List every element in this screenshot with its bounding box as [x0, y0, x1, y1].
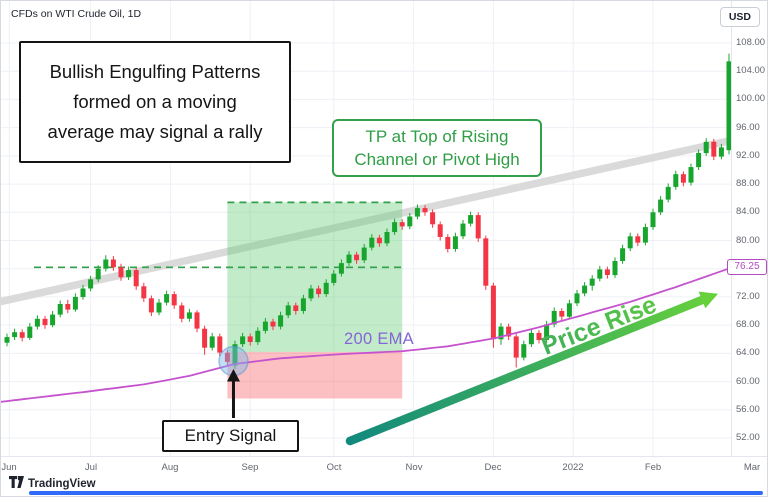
bullish-note-line: Bullish Engulfing Patterns	[49, 61, 261, 82]
tradingview-logo-text: TradingView	[28, 478, 96, 490]
price-tick: 108.00	[736, 37, 766, 48]
currency-button[interactable]: USD	[719, 7, 760, 27]
price-tick: 60.00	[736, 376, 760, 387]
timeline-scrollbar[interactable]	[29, 491, 763, 495]
time-tick: Mar	[743, 462, 761, 473]
price-tick: 88.00	[736, 178, 760, 189]
price-tick: 92.00	[736, 150, 760, 161]
price-tick: 64.00	[736, 347, 760, 358]
price-tick: 84.00	[736, 206, 760, 217]
symbol-title[interactable]: CFDs on WTI Crude Oil, 1D	[11, 8, 142, 20]
ema-line-label: 200 EMA	[344, 330, 414, 348]
time-tick: Jul	[84, 462, 98, 473]
bullish-note-line: formed on a moving	[73, 91, 237, 112]
tradingview-logo-icon	[9, 475, 24, 493]
time-tick: 2022	[562, 462, 584, 473]
price-tick: 68.00	[736, 319, 760, 330]
time-tick: Feb	[644, 462, 662, 473]
ema-price-tag: 76.25	[727, 259, 767, 275]
price-tick: 100.00	[736, 93, 766, 104]
time-tick: Dec	[484, 462, 502, 473]
price-tick: 80.00	[736, 235, 760, 246]
time-tick: Sep	[241, 462, 259, 473]
time-tick: Jun	[1, 462, 17, 473]
tp-note-box[interactable]: TP at Top of Rising Channel or Pivot Hig…	[332, 119, 542, 177]
bullish-note-box[interactable]: Bullish Engulfing Patterns formed on a m…	[19, 41, 291, 163]
price-axis[interactable]: 108.00 104.00 100.00 96.00 92.00 88.00 84.00 80…	[731, 1, 767, 456]
tradingview-attribution[interactable]: TradingView	[9, 475, 96, 493]
price-tick: 104.00	[736, 65, 766, 76]
time-tick: Aug	[161, 462, 179, 473]
time-tick: Oct	[326, 462, 342, 473]
time-axis[interactable]: Jun Jul Aug Sep Oct Nov Dec 2022 Feb Mar	[1, 456, 767, 477]
candlestick-chart[interactable]: Price Rise	[1, 1, 731, 456]
bullish-note-line: average may signal a rally	[47, 121, 263, 142]
price-tick: 72.00	[736, 291, 760, 302]
price-tick: 96.00	[736, 122, 760, 133]
tp-note-line: TP at Top of Rising	[365, 127, 509, 146]
price-tick: 52.00	[736, 432, 760, 443]
tp-note-line: Channel or Pivot High	[354, 150, 520, 169]
entry-signal-box[interactable]: Entry Signal	[162, 420, 299, 452]
time-tick: Nov	[405, 462, 423, 473]
price-tick: 56.00	[736, 404, 760, 415]
